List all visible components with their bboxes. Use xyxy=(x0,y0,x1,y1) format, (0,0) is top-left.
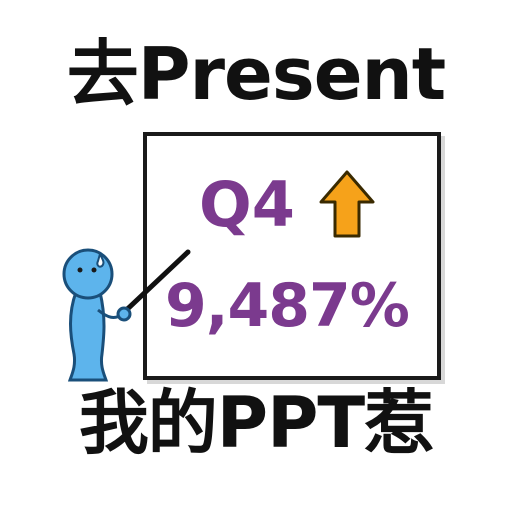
top-caption: 去Present xyxy=(66,32,446,116)
presenter-head xyxy=(62,248,114,300)
up-arrow-icon xyxy=(319,170,375,238)
pointer-stick xyxy=(117,249,191,319)
percent-value: 9,487% xyxy=(165,271,410,341)
presenter-eye-left xyxy=(77,267,83,273)
presenter-eye-right xyxy=(91,267,97,273)
presenter-figure xyxy=(62,248,191,382)
presenter-hand xyxy=(116,306,132,322)
presenter-body xyxy=(67,290,109,382)
up-arrow-shape xyxy=(319,170,375,238)
presentation-board: Q4 9,487% xyxy=(143,132,441,380)
bottom-caption: 我的PPT惹 xyxy=(78,382,434,464)
sweat-drop-icon xyxy=(96,251,105,268)
quarter-label: Q4 xyxy=(199,168,295,241)
